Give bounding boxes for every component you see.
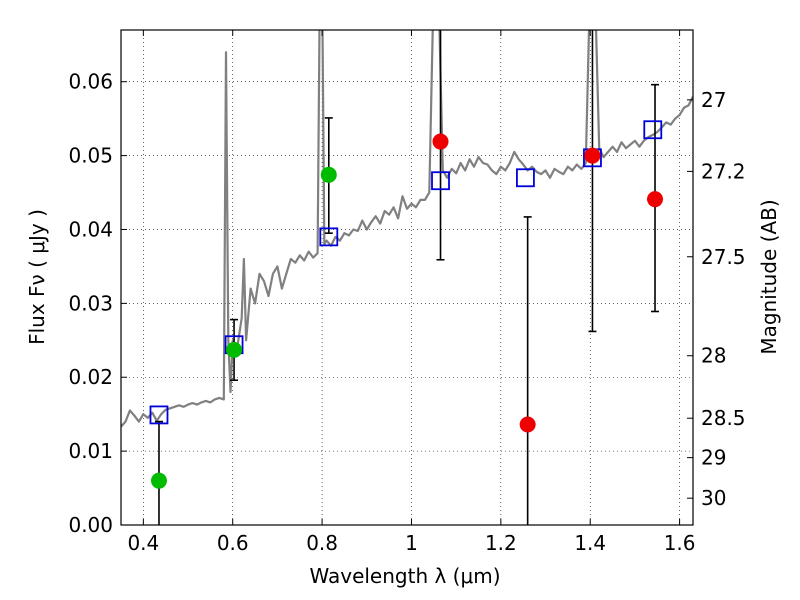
model-square — [431, 171, 450, 191]
data-point — [647, 191, 664, 208]
data-point — [584, 147, 601, 164]
y-tick-label: 0.06 — [68, 70, 113, 94]
model-square — [643, 120, 663, 140]
x-tick-label: 1.2 — [485, 531, 517, 555]
axes: 0.4 0.6 0.8 1 1.2 1.4 1.6 0.00 0.01 0.02 0.03 0.04 0… — [68, 30, 746, 555]
y-tick-label: 0.03 — [68, 291, 113, 315]
plot-frame — [120, 29, 694, 526]
x-tick-label: 1.6 — [664, 531, 696, 555]
x-axis-title: Wavelength λ (μm) — [309, 564, 500, 588]
mag-tick-label: 29 — [701, 446, 726, 470]
mag-tick-label: 27 — [701, 88, 726, 112]
y-axis-title: Flux Fν ( μJy ) — [25, 209, 49, 345]
x-tick-label: 1 — [405, 531, 418, 555]
y-tick-label: 0.04 — [68, 217, 113, 241]
x-tick-label: 0.4 — [127, 531, 159, 555]
x-tick-label: 0.6 — [217, 531, 249, 555]
mag-tick-label: 27.5 — [701, 245, 746, 269]
model-square — [149, 405, 169, 425]
y-tick-label: 0.02 — [68, 365, 113, 389]
data-point — [150, 472, 167, 489]
x-tick-label: 1.4 — [574, 531, 606, 555]
y2-axis-title: Magnitude (AB) — [757, 199, 781, 354]
x-tick-label: 0.8 — [306, 531, 338, 555]
mag-tick-label: 27.2 — [701, 159, 746, 183]
model-square — [516, 168, 535, 188]
mag-tick-label: 28.5 — [701, 406, 746, 430]
mag-tick-label: 28 — [701, 344, 726, 368]
y-tick-label: 0.01 — [68, 439, 113, 463]
data-point — [432, 133, 449, 150]
y-tick-label: 0.00 — [68, 513, 113, 537]
plot-overlay — [149, 120, 664, 489]
y-tick-label: 0.05 — [68, 144, 113, 168]
data-point — [519, 416, 536, 433]
data-point — [226, 341, 243, 358]
model-square — [319, 227, 339, 247]
mag-tick-label: 30 — [701, 486, 726, 510]
data-point — [320, 166, 337, 183]
spectrum-line — [121, 30, 693, 428]
plot-area — [121, 30, 693, 525]
